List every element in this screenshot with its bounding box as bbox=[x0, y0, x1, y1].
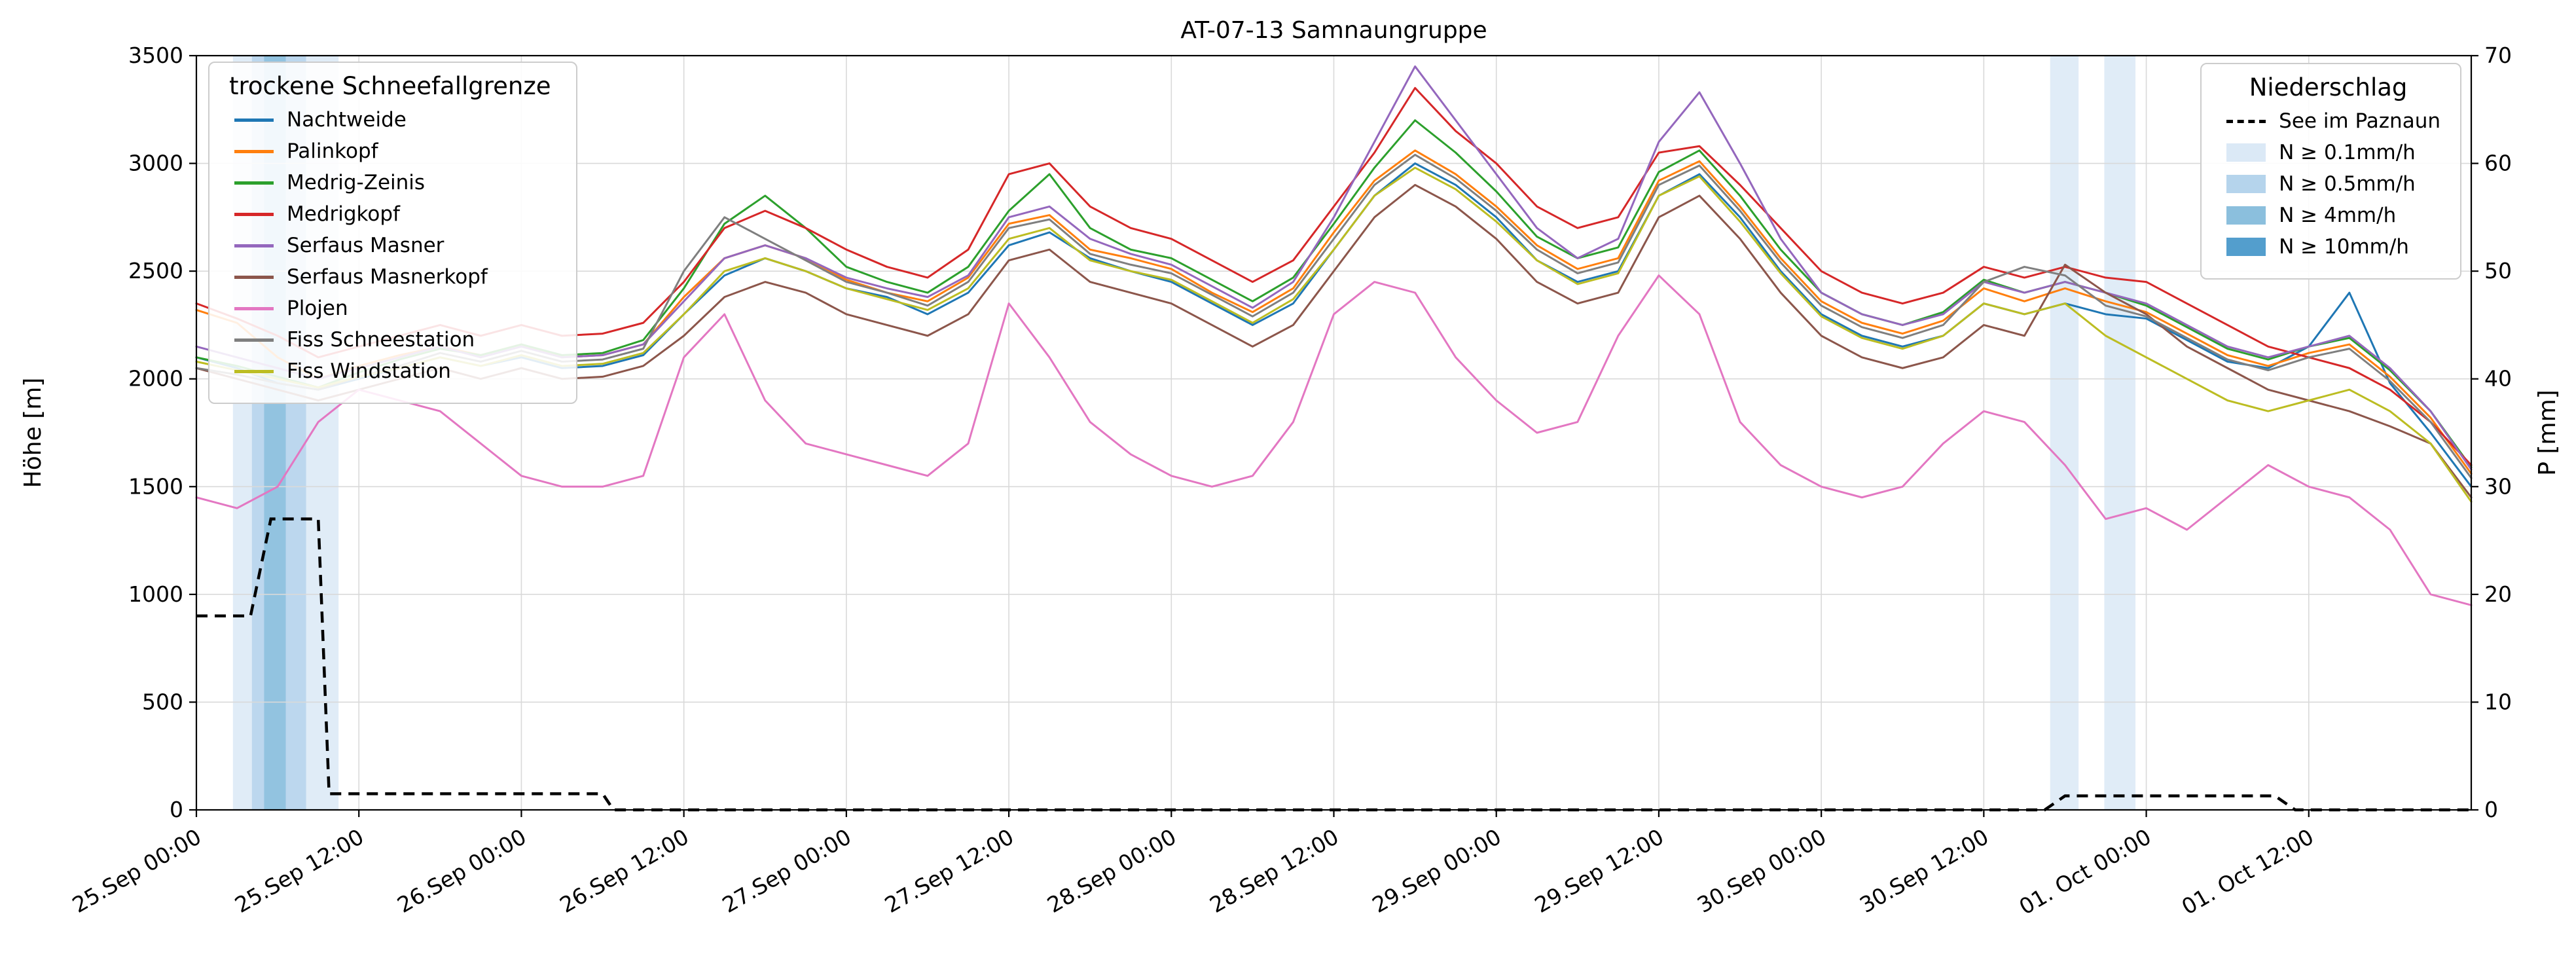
y-right-tick-label: 20 bbox=[2484, 581, 2512, 607]
precip-legend-items: See im Paznaun N ≥ 0.1mm/h N ≥ 0.5mm/h N ≥ … bbox=[2216, 109, 2440, 259]
x-tick-label: 29.Sep 12:00 bbox=[1531, 824, 1668, 918]
y-left-tick-label: 1500 bbox=[128, 473, 183, 499]
x-tick-label: 28.Sep 00:00 bbox=[1043, 824, 1180, 918]
legend-line-swatch bbox=[234, 338, 274, 342]
y-left-tick-label: 3000 bbox=[128, 151, 183, 176]
x-tick-label: 30.Sep 12:00 bbox=[1855, 824, 1993, 918]
x-tick-label: 25.Sep 00:00 bbox=[68, 824, 206, 918]
legend-item-band: N ≥ 0.5mm/h bbox=[2226, 172, 2440, 196]
legend-band-swatch bbox=[2226, 175, 2266, 193]
precip-legend: Niederschlag See im Paznaun N ≥ 0.1mm/h N … bbox=[2200, 63, 2461, 280]
legend-line-swatch bbox=[234, 369, 274, 373]
snowline-legend-items: Nachtweide Palinkopf Medrig-Zeinis Medrigko… bbox=[224, 108, 556, 383]
y-right-tick-label: 10 bbox=[2484, 689, 2512, 714]
x-tick-label: 27.Sep 12:00 bbox=[880, 824, 1018, 918]
legend-item-label: N ≥ 10mm/h bbox=[2279, 235, 2409, 259]
legend-item-label: Fiss Schneestation bbox=[287, 328, 475, 352]
legend-item-label: Palinkopf bbox=[287, 139, 378, 163]
legend-item-medrigkopf: Medrigkopf bbox=[234, 202, 556, 226]
y-left-tick-label: 2500 bbox=[128, 258, 183, 283]
legend-item-nachtweide: Nachtweide bbox=[234, 108, 556, 132]
legend-item-label: N ≥ 0.5mm/h bbox=[2279, 172, 2416, 196]
legend-dashed-line-swatch bbox=[2226, 119, 2266, 123]
y-right-tick-label: 0 bbox=[2484, 797, 2498, 822]
y-left-tick-label: 3500 bbox=[128, 43, 183, 68]
precip-band bbox=[2050, 56, 2079, 810]
x-tick-label: 30.Sep 00:00 bbox=[1693, 824, 1830, 918]
legend-item-label: Fiss Windstation bbox=[287, 359, 451, 383]
legend-item-palinkopf: Palinkopf bbox=[234, 139, 556, 163]
legend-item-serfaus-masner: Serfaus Masner bbox=[234, 234, 556, 257]
legend-line-swatch bbox=[234, 275, 274, 279]
x-tick-label: 29.Sep 00:00 bbox=[1368, 824, 1505, 918]
y-right-tick-label: 30 bbox=[2484, 473, 2512, 499]
legend-line-swatch bbox=[234, 212, 274, 216]
y-left-axis-label: Höhe [m] bbox=[20, 378, 46, 488]
chart-title: AT-07-13 Samnaungruppe bbox=[1180, 17, 1487, 44]
y-left-tick-label: 1000 bbox=[128, 581, 183, 607]
y-left-tick-label: 2000 bbox=[128, 366, 183, 392]
legend-band-swatch bbox=[2226, 238, 2266, 256]
legend-item-band: N ≥ 4mm/h bbox=[2226, 204, 2440, 227]
legend-band-swatch bbox=[2226, 143, 2266, 162]
legend-item-band: N ≥ 0.1mm/h bbox=[2226, 141, 2440, 164]
precip-legend-title: Niederschlag bbox=[2249, 73, 2408, 101]
legend-item-fiss-windstation: Fiss Windstation bbox=[234, 359, 556, 383]
legend-line-swatch bbox=[234, 118, 274, 122]
y-right-axis-label: P [mm] bbox=[2534, 390, 2561, 475]
series-line-see-im-paznaun bbox=[196, 517, 2471, 812]
y-right-tick-label: 70 bbox=[2484, 43, 2512, 68]
x-tick-label: 26.Sep 00:00 bbox=[393, 824, 530, 918]
legend-item-label: Serfaus Masner bbox=[287, 234, 444, 257]
y-right-tick-label: 40 bbox=[2484, 366, 2512, 392]
legend-item-band: N ≥ 10mm/h bbox=[2226, 235, 2440, 259]
legend-line-swatch bbox=[234, 149, 274, 153]
y-right-tick-label: 50 bbox=[2484, 258, 2512, 283]
snowline-legend: trockene Schneefallgrenze Nachtweide Pali… bbox=[208, 62, 577, 404]
series-line-plojen bbox=[195, 274, 2473, 606]
x-tick-label: 27.Sep 00:00 bbox=[718, 824, 856, 918]
legend-item-label: N ≥ 0.1mm/h bbox=[2279, 141, 2416, 164]
legend-item-label: Medrigkopf bbox=[287, 202, 400, 226]
snowline-legend-title: trockene Schneefallgrenze bbox=[229, 72, 551, 100]
x-tick-label: 25.Sep 12:00 bbox=[230, 824, 368, 918]
x-tick-label: 01. Oct 00:00 bbox=[2015, 824, 2156, 920]
legend-item-label: N ≥ 4mm/h bbox=[2279, 204, 2397, 227]
legend-line-swatch bbox=[234, 244, 274, 247]
legend-line-swatch bbox=[234, 181, 274, 185]
legend-band-swatch bbox=[2226, 206, 2266, 225]
legend-item-see-im-paznaun: See im Paznaun bbox=[2226, 109, 2440, 133]
legend-item-label: Serfaus Masnerkopf bbox=[287, 265, 488, 289]
legend-item-fiss-schneestation: Fiss Schneestation bbox=[234, 328, 556, 352]
legend-item-label: Plojen bbox=[287, 297, 348, 320]
legend-item-medrig-zeinis: Medrig-Zeinis bbox=[234, 171, 556, 194]
precip-band bbox=[2104, 56, 2136, 810]
legend-line-swatch bbox=[234, 306, 274, 310]
legend-item-label: See im Paznaun bbox=[2279, 109, 2440, 133]
legend-item-label: Medrig-Zeinis bbox=[287, 171, 426, 194]
y-right-tick-label: 60 bbox=[2484, 151, 2512, 176]
y-left-tick-label: 500 bbox=[142, 689, 183, 714]
legend-item-plojen: Plojen bbox=[234, 297, 556, 320]
legend-item-serfaus-masnerkopf: Serfaus Masnerkopf bbox=[234, 265, 556, 289]
y-left-tick-label: 0 bbox=[170, 797, 183, 822]
x-tick-label: 26.Sep 12:00 bbox=[555, 824, 693, 918]
x-tick-label: 01. Oct 12:00 bbox=[2177, 824, 2318, 920]
x-tick-label: 28.Sep 12:00 bbox=[1205, 824, 1343, 918]
legend-item-label: Nachtweide bbox=[287, 108, 407, 132]
